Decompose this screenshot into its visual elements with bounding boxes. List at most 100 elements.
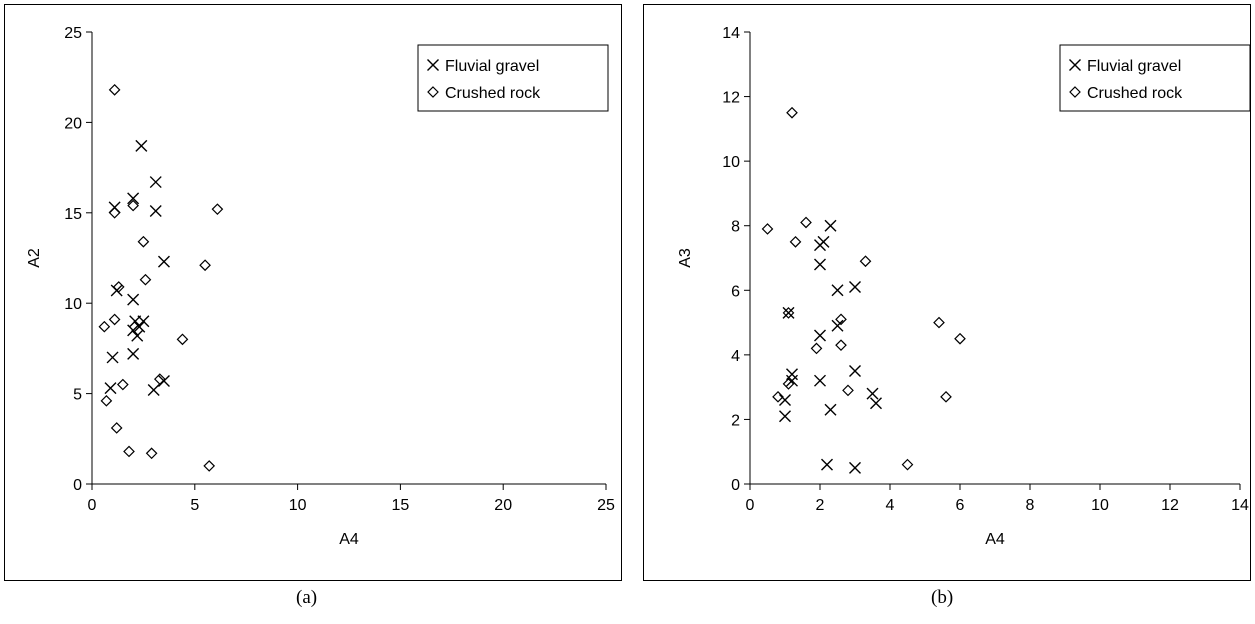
data-point-fluvial-gravel: [133, 320, 146, 333]
data-point-fluvial-gravel: [786, 374, 798, 387]
x-tick-label: 14: [1231, 497, 1249, 514]
data-point-fluvial-gravel: [824, 219, 837, 232]
data-point-fluvial-gravel: [149, 176, 162, 189]
legend-label: Fluvial gravel: [445, 58, 539, 75]
legend: Fluvial gravel Crushed rock: [1059, 44, 1251, 112]
data-point-crushed-rock: [786, 106, 798, 119]
data-point-crushed-rock: [108, 84, 121, 96]
data-point-crushed-rock: [782, 378, 795, 390]
data-point-fluvial-gravel: [157, 374, 170, 387]
x-tick-label: 5: [190, 497, 199, 514]
data-point-fluvial-gravel: [831, 319, 844, 332]
data-point-crushed-rock: [954, 332, 966, 345]
data-point-crushed-rock: [761, 223, 774, 235]
y-tick-label: 2: [731, 412, 740, 429]
data-point-crushed-rock: [100, 394, 113, 407]
series-x-markers: [779, 219, 882, 474]
data-point-fluvial-gravel: [814, 239, 826, 252]
data-point-crushed-rock: [139, 273, 152, 286]
legend-marker-x-icon: [427, 59, 439, 71]
data-point-fluvial-gravel: [849, 281, 861, 294]
x-tick-label: 10: [289, 497, 307, 514]
data-point-fluvial-gravel: [782, 306, 795, 319]
legend-box: [417, 44, 609, 112]
data-point-crushed-rock: [116, 378, 129, 391]
data-point-fluvial-gravel: [814, 329, 826, 342]
data-point-crushed-rock: [789, 236, 802, 248]
data-point-crushed-rock: [108, 313, 121, 326]
data-point-fluvial-gravel: [127, 324, 140, 337]
data-point-fluvial-gravel: [147, 383, 160, 396]
data-point-fluvial-gravel: [866, 387, 879, 400]
data-point-fluvial-gravel: [127, 293, 140, 306]
data-point-crushed-rock: [153, 373, 166, 385]
caption-a: (a): [296, 587, 318, 608]
data-point-fluvial-gravel: [824, 403, 837, 416]
data-point-crushed-rock: [933, 316, 945, 329]
legend-box: [1059, 44, 1251, 112]
data-point-fluvial-gravel: [786, 368, 798, 381]
y-tick-label: 15: [64, 206, 82, 223]
data-point-fluvial-gravel: [106, 351, 119, 364]
legend: Fluvial gravel Crushed rock: [417, 44, 609, 112]
legend-marker-x-icon: [1069, 59, 1081, 71]
chart-panel-b: 0 2 4 6 8 10 12 14 0 2 4 6 8 10 12 14 A4 A3 Fluvial gravel…: [643, 4, 1251, 581]
data-point-crushed-rock: [112, 281, 125, 293]
data-point-crushed-rock: [176, 333, 189, 346]
data-point-crushed-rock: [782, 307, 795, 319]
data-point-crushed-rock: [859, 255, 872, 268]
data-point-crushed-rock: [835, 339, 847, 352]
data-point-fluvial-gravel: [779, 394, 791, 407]
data-point-fluvial-gravel: [157, 255, 170, 268]
data-point-fluvial-gravel: [831, 284, 844, 297]
x-tick-label: 2: [816, 497, 825, 514]
data-point-fluvial-gravel: [127, 192, 140, 205]
caption-b: (b): [931, 587, 954, 608]
x-tick-label: 6: [956, 497, 965, 514]
x-axis-label: A4: [339, 531, 359, 548]
data-point-crushed-rock: [98, 320, 111, 333]
x-tick-label: 12: [1161, 497, 1179, 514]
x-tick-label: 4: [886, 497, 895, 514]
legend-marker-diamond-icon: [427, 86, 439, 98]
data-point-fluvial-gravel: [849, 461, 861, 474]
y-tick-label: 20: [64, 115, 82, 132]
data-point-fluvial-gravel: [870, 397, 882, 410]
data-point-crushed-rock: [940, 390, 952, 403]
x-tick-label: 0: [88, 497, 97, 514]
y-tick-label: 14: [722, 25, 740, 42]
legend-label: Crushed rock: [1087, 85, 1183, 102]
y-tick-label: 6: [731, 283, 740, 300]
data-point-crushed-rock: [810, 342, 823, 355]
data-point-crushed-rock: [127, 199, 139, 212]
y-tick-label: 4: [731, 348, 740, 365]
y-tick-label: 0: [73, 477, 82, 494]
chart-panel-a: 0 5 10 15 20 25 0 5 10 15 20 25 A4 A2 Fluvial gravel Cr…: [4, 4, 622, 581]
legend-label: Fluvial gravel: [1087, 58, 1181, 75]
data-point-crushed-rock: [123, 445, 135, 458]
y-tick-label: 12: [722, 90, 740, 107]
data-point-crushed-rock: [800, 216, 812, 229]
y-tick-label: 10: [722, 154, 740, 171]
x-tick-label: 20: [494, 497, 512, 514]
data-point-crushed-rock: [137, 235, 150, 248]
x-tick-label: 25: [597, 497, 615, 514]
y-axis-label: A3: [677, 248, 694, 268]
data-point-crushed-rock: [145, 447, 158, 460]
scatter-chart-a: 0 5 10 15 20 25 0 5 10 15 20 25 A4 A2 Fluvial gravel Cr…: [26, 25, 615, 548]
series-diamond-markers: [761, 106, 966, 471]
data-point-fluvial-gravel: [135, 139, 148, 152]
data-point-crushed-rock: [835, 313, 847, 326]
y-tick-label: 25: [64, 25, 82, 42]
data-point-crushed-rock: [842, 384, 854, 397]
y-tick-label: 0: [731, 477, 740, 494]
data-point-fluvial-gravel: [149, 204, 162, 217]
x-tick-label: 10: [1091, 497, 1109, 514]
x-tick-label: 15: [392, 497, 410, 514]
data-point-fluvial-gravel: [849, 365, 861, 377]
y-axis-label: A2: [26, 248, 43, 268]
data-point-fluvial-gravel: [131, 329, 144, 342]
y-tick-label: 5: [73, 387, 82, 404]
scatter-chart-b: 0 2 4 6 8 10 12 14 0 2 4 6 8 10 12 14 A4 A3 Fluvial gravel…: [677, 25, 1251, 548]
data-point-crushed-rock: [110, 422, 123, 434]
